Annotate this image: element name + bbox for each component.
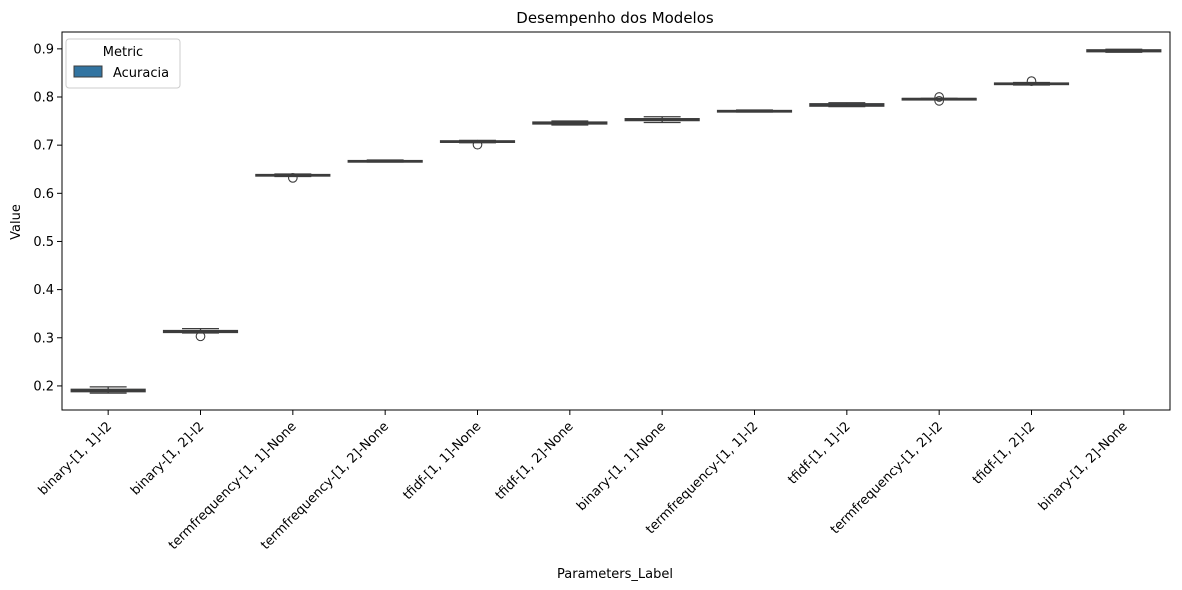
chart-title: Desempenho dos Modelos — [516, 9, 714, 27]
legend-swatch — [73, 65, 103, 78]
plot-frame — [61, 31, 1171, 411]
y-tick-label: 0.4 — [33, 283, 54, 298]
box-0 — [70, 386, 146, 394]
y-tick-label: 0.5 — [33, 235, 54, 250]
box-1 — [162, 327, 239, 342]
y-axis: 0.2 0.3 0.4 0.5 0.6 0.7 0.8 0.9 — [33, 42, 62, 394]
outlier-point — [287, 173, 298, 183]
legend: Metric Acuracia — [65, 38, 181, 89]
box-3 — [347, 159, 423, 163]
box-10 — [993, 76, 1070, 86]
y-tick-label: 0.6 — [33, 187, 54, 202]
y-tick-label: 0.8 — [33, 91, 54, 106]
box-11 — [1086, 48, 1162, 53]
y-axis-label: Value — [9, 204, 24, 240]
box-4 — [439, 139, 516, 150]
y-tick-label: 0.2 — [33, 379, 54, 394]
box-6 — [624, 116, 700, 124]
box-5 — [532, 120, 608, 126]
outlier-point — [934, 92, 945, 102]
legend-title: Metric — [103, 45, 143, 60]
y-tick-label: 0.7 — [33, 139, 54, 154]
box-9 — [901, 92, 977, 106]
box-7 — [716, 109, 793, 113]
x-axis-label: Parameters_Label — [557, 567, 673, 582]
y-tick-label: 0.9 — [33, 42, 54, 57]
outlier-point — [472, 139, 483, 150]
plot-area — [61, 31, 1171, 411]
y-tick-label: 0.3 — [33, 331, 54, 346]
outlier-point — [195, 331, 206, 342]
box-8 — [809, 102, 885, 108]
legend-entry-acuracia: Acuracia — [113, 66, 169, 81]
outlier-point — [934, 96, 945, 106]
outlier-point — [1026, 76, 1037, 86]
box-2 — [255, 173, 331, 183]
